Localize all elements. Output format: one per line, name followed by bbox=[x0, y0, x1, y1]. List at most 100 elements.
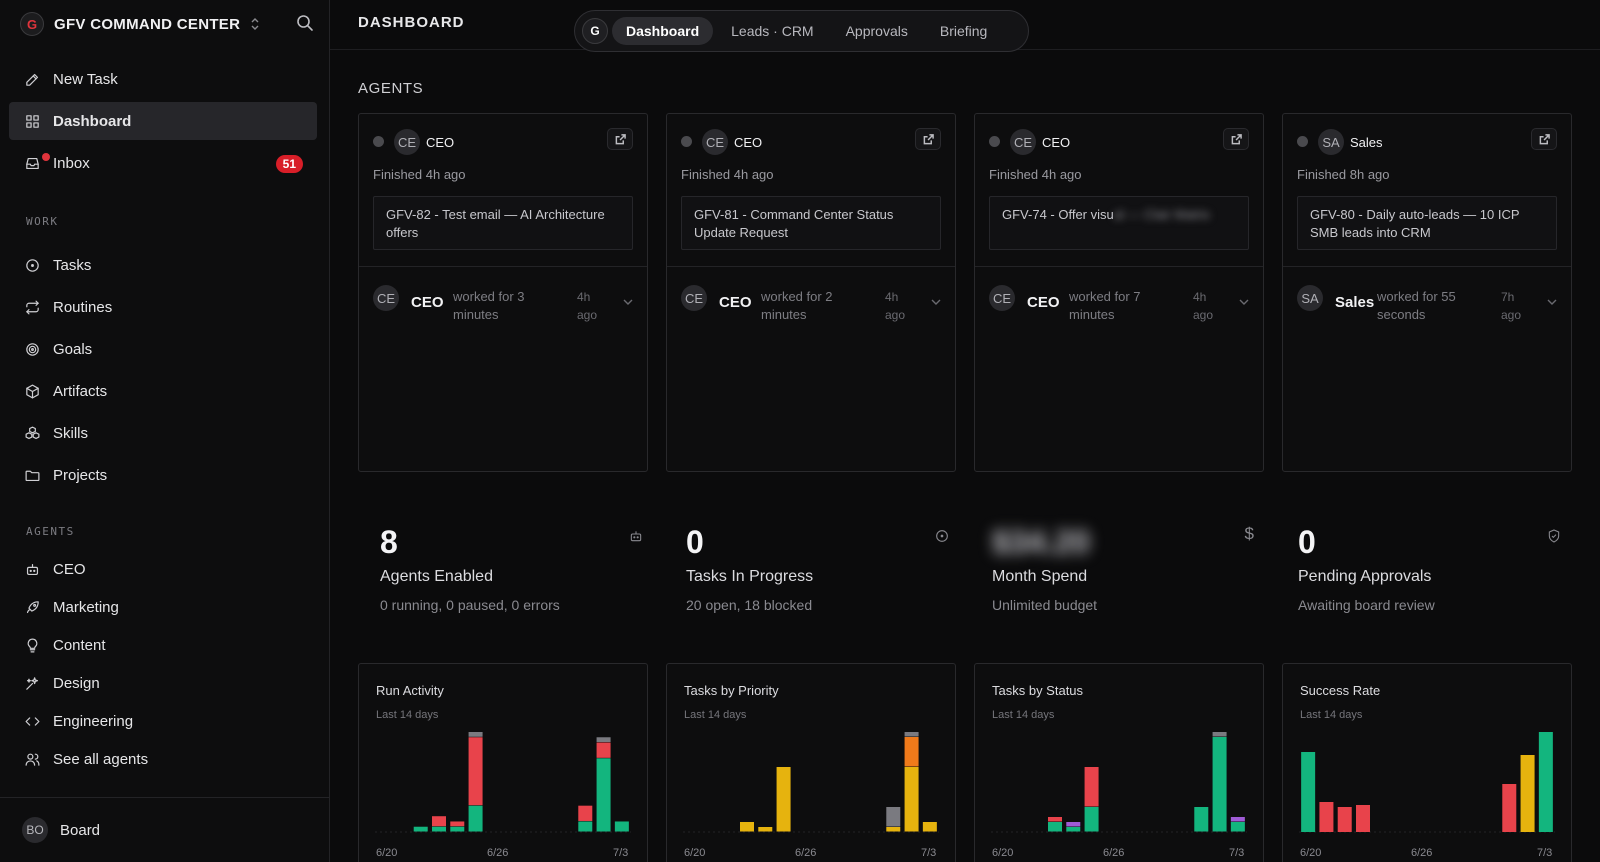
stat-label: Pending Approvals bbox=[1298, 568, 1432, 585]
stat-agents-enabled[interactable]: 8 Agents Enabled 0 running, 0 paused, 0 … bbox=[380, 520, 650, 620]
external-link-icon[interactable] bbox=[1223, 128, 1249, 150]
bar-6/22 bbox=[1337, 807, 1352, 832]
shield-check-icon bbox=[1546, 528, 1562, 544]
chart-card-tasks-by-status: Tasks by Status Last 14 days 6/20 6/26 7… bbox=[974, 663, 1264, 862]
run-time: 4h ago bbox=[577, 290, 598, 322]
nav-agent-design[interactable]: Design bbox=[9, 664, 317, 702]
page-title: DASHBOARD bbox=[358, 14, 465, 31]
nav-label: See all agents bbox=[53, 750, 149, 768]
nav-dashboard[interactable]: Dashboard bbox=[9, 102, 317, 140]
nav-routines[interactable]: Routines bbox=[9, 288, 317, 326]
x-tick-label: 7/3 bbox=[1537, 847, 1553, 859]
chevron-down-icon[interactable] bbox=[623, 298, 633, 306]
workspace-switcher[interactable]: G GFV COMMAND CENTER bbox=[20, 12, 260, 36]
nav-label: Content bbox=[53, 636, 106, 654]
bar-segment-7/3 bbox=[1230, 822, 1245, 832]
run-duration: worked for 3 minutes bbox=[453, 289, 525, 322]
bar-segment-7/2 bbox=[596, 737, 611, 743]
agent-card[interactable]: CE CEO Finished 4h ago GFV-82 - Test ema… bbox=[358, 113, 648, 472]
agent-card[interactable]: SA Sales Finished 8h ago GFV-80 - Daily … bbox=[1282, 113, 1572, 472]
chart-plot bbox=[375, 732, 631, 833]
bar-segment-6/23 bbox=[1048, 817, 1062, 822]
avatar: CE bbox=[373, 285, 399, 311]
task-link[interactable]: GFV-80 - Daily auto-leads — 10 ICP SMB l… bbox=[1297, 196, 1557, 250]
bar-segment-7/3 bbox=[922, 822, 937, 832]
bar-segment-6/24 bbox=[450, 826, 465, 832]
chart-title: Run Activity bbox=[376, 683, 444, 698]
chart-card-run-activity: Run Activity Last 14 days 6/20 6/26 7/3 bbox=[358, 663, 648, 862]
search-icon[interactable] bbox=[296, 14, 316, 34]
avatar: CE bbox=[394, 129, 420, 155]
nav-label: Design bbox=[53, 674, 100, 692]
chevron-down-icon[interactable] bbox=[931, 298, 941, 306]
nav-projects[interactable]: Projects bbox=[9, 456, 317, 494]
bar-segment-6/23 bbox=[432, 826, 446, 832]
task-link[interactable]: GFV-74 - Offer visual — Clair Matrix bbox=[989, 196, 1249, 250]
external-link-icon[interactable] bbox=[607, 128, 633, 150]
avatar: CE bbox=[702, 129, 728, 155]
stat-tasks-in-progress[interactable]: 0 Tasks In Progress 20 open, 18 blocked bbox=[686, 520, 956, 620]
nav-artifacts[interactable]: Artifacts bbox=[9, 372, 317, 410]
nav-label: Tasks bbox=[53, 256, 92, 274]
chart-subtitle: Last 14 days bbox=[376, 709, 439, 721]
bar-segment-6/23 bbox=[432, 816, 446, 827]
stat-pending-approvals[interactable]: 0 Pending Approvals Awaiting board revie… bbox=[1298, 520, 1568, 620]
inbox-count-badge: 51 bbox=[275, 155, 303, 173]
tab-leads-crm[interactable]: Leads · CRM bbox=[731, 23, 814, 39]
bar-segment-7/1 bbox=[886, 827, 901, 832]
nav-agent-content[interactable]: Content bbox=[9, 626, 317, 664]
chevron-down-icon[interactable] bbox=[1547, 298, 1557, 306]
x-tick-label: 6/26 bbox=[1103, 847, 1125, 859]
bar-segment-6/25 bbox=[776, 767, 791, 832]
user-menu[interactable]: BO Board bbox=[0, 797, 330, 862]
sidebar: G GFV COMMAND CENTER New Task Dashboard … bbox=[0, 0, 330, 862]
finished-time: Finished 4h ago bbox=[989, 167, 1082, 182]
chevron-down-icon[interactable] bbox=[1239, 298, 1249, 306]
target-icon bbox=[23, 340, 41, 358]
divider bbox=[1283, 266, 1571, 267]
nav-goals[interactable]: Goals bbox=[9, 330, 317, 368]
tab-approvals[interactable]: Approvals bbox=[845, 23, 908, 39]
bar-segment-6/24 bbox=[1066, 827, 1081, 832]
task-title: GFV-74 - Offer visu bbox=[1002, 207, 1114, 222]
tab-briefing[interactable]: Briefing bbox=[939, 23, 988, 39]
task-link[interactable]: GFV-82 - Test email — AI Architecture of… bbox=[373, 196, 633, 250]
nav-new-task[interactable]: New Task bbox=[9, 60, 317, 98]
external-link-icon[interactable] bbox=[915, 128, 941, 150]
nav-inbox[interactable]: Inbox 51 bbox=[9, 144, 317, 182]
nav-see-all-agents[interactable]: See all agents bbox=[9, 740, 317, 778]
nav-tasks[interactable]: Tasks bbox=[9, 246, 317, 284]
stat-value: $34.20 bbox=[992, 524, 1090, 560]
run-agent-name: CEO bbox=[1027, 294, 1060, 311]
agent-card[interactable]: CE CEO Finished 4h ago GFV-81 - Command … bbox=[666, 113, 956, 472]
nav-label: New Task bbox=[53, 70, 118, 88]
nav-skills[interactable]: Skills bbox=[9, 414, 317, 452]
stat-month-spend[interactable]: $34.20 Month Spend Unlimited budget $ bbox=[992, 520, 1262, 620]
bar-segment-6/23 bbox=[740, 822, 754, 832]
bar-segment-6/25 bbox=[1084, 807, 1099, 832]
tab-dashboard[interactable]: Dashboard bbox=[612, 17, 714, 45]
stat-value: 0 bbox=[1298, 524, 1316, 560]
tabbar-logo[interactable]: G bbox=[582, 18, 608, 44]
circle-dot-icon bbox=[23, 256, 41, 274]
x-tick-label: 7/3 bbox=[613, 847, 629, 859]
bar-segment-6/25 bbox=[468, 732, 483, 737]
brand-logo: G bbox=[20, 12, 44, 36]
task-link[interactable]: GFV-81 - Command Center Status Update Re… bbox=[681, 196, 941, 250]
nav-label: Dashboard bbox=[53, 112, 132, 130]
rocket-icon bbox=[23, 598, 41, 616]
nav-agent-engineering[interactable]: Engineering bbox=[9, 702, 317, 740]
stat-label: Month Spend bbox=[992, 568, 1088, 585]
nav-agent-ceo[interactable]: CEO bbox=[9, 550, 317, 588]
bar-segment-7/2 bbox=[1212, 732, 1227, 737]
bar-segment-7/2 bbox=[904, 732, 919, 737]
sparkle-icon bbox=[23, 674, 41, 692]
folder-icon bbox=[23, 466, 41, 484]
agent-card[interactable]: CE CEO Finished 4h ago GFV-74 - Offer vi… bbox=[974, 113, 1264, 472]
finished-time: Finished 8h ago bbox=[1297, 167, 1390, 182]
bar-segment-6/25 bbox=[468, 805, 483, 832]
bar-7/3 bbox=[1538, 732, 1553, 832]
nav-agent-marketing[interactable]: Marketing bbox=[9, 588, 317, 626]
status-dot bbox=[681, 136, 692, 147]
external-link-icon[interactable] bbox=[1531, 128, 1557, 150]
